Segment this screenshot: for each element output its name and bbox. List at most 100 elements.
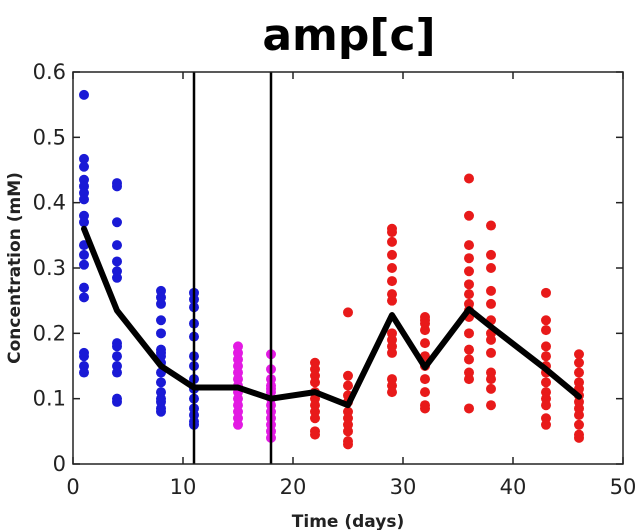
data-point: [387, 295, 397, 306]
mean-line: [81, 225, 582, 409]
data-point: [233, 419, 243, 430]
data-point: [541, 287, 551, 298]
data-point: [156, 328, 166, 339]
data-point: [541, 419, 551, 430]
x-tick-label: 20: [280, 475, 307, 499]
data-point: [343, 439, 353, 450]
data-point: [464, 344, 474, 355]
data-point: [464, 210, 474, 221]
data-point: [112, 341, 122, 352]
y-tick-label: 0: [53, 452, 66, 476]
data-point: [486, 263, 496, 273]
data-point: [541, 315, 551, 326]
x-tick-label: 30: [390, 475, 417, 499]
data-point: [486, 400, 496, 411]
y-tick-label: 0.2: [33, 321, 66, 345]
data-point: [387, 387, 397, 398]
y-tick-label: 0.1: [33, 387, 66, 411]
data-point: [464, 403, 474, 414]
data-point: [486, 220, 496, 231]
y-tick-label: 0.5: [33, 125, 66, 149]
plot-area: 0 10 20 30 40 50 0 0.1 0.2 0.3 0.4 0.5 0.6: [33, 60, 637, 499]
data-point: [79, 161, 89, 172]
x-tick-label: 50: [610, 475, 637, 499]
data-point: [420, 387, 430, 398]
x-tick-label: 40: [500, 475, 527, 499]
data-point: [79, 282, 89, 293]
data-point: [464, 354, 474, 365]
data-point: [464, 374, 474, 385]
data-point: [387, 236, 397, 247]
data-point: [464, 289, 474, 300]
data-point: [420, 338, 430, 349]
data-point: [486, 285, 496, 296]
data-point: [486, 347, 496, 358]
data-point: [464, 279, 474, 290]
data-point: [420, 325, 430, 336]
data-point: [574, 419, 584, 430]
data-point: [112, 367, 122, 378]
data-point: [112, 240, 122, 251]
data-point: [464, 266, 474, 277]
data-point: [112, 396, 122, 407]
data-point: [541, 400, 551, 411]
data-point: [79, 89, 89, 100]
data-point: [79, 153, 89, 164]
data-point: [486, 383, 496, 394]
y-tick-label: 0.4: [33, 191, 66, 215]
data-point: [112, 256, 122, 267]
y-tick-label: 0.6: [33, 60, 66, 84]
data-point: [387, 227, 397, 238]
data-point: [464, 240, 474, 251]
data-point: [310, 429, 320, 440]
data-point: [112, 181, 122, 192]
data-point: [387, 347, 397, 358]
data-point: [574, 367, 584, 378]
data-point: [486, 334, 496, 345]
data-point: [79, 367, 89, 378]
x-tick-label: 10: [170, 475, 197, 499]
data-point: [156, 315, 166, 326]
data-point: [574, 410, 584, 420]
data-point: [541, 351, 551, 362]
x-axis-label: Time (days): [292, 512, 404, 530]
data-point: [343, 380, 353, 391]
data-point: [112, 272, 122, 283]
data-point: [541, 341, 551, 352]
data-point: [420, 403, 430, 414]
data-point: [112, 351, 122, 362]
data-point: [387, 249, 397, 260]
data-point: [343, 370, 353, 381]
data-point: [574, 432, 584, 443]
data-point: [79, 249, 89, 260]
data-point: [310, 413, 320, 424]
data-point: [486, 249, 496, 260]
data-point: [387, 263, 397, 273]
data-point: [343, 307, 353, 318]
data-point: [156, 406, 166, 417]
data-point: [343, 426, 353, 437]
data-point: [79, 194, 89, 205]
data-point: [486, 374, 496, 385]
data-point: [464, 253, 474, 264]
data-point: [156, 298, 166, 309]
y-axis-label: Concentration (mM): [5, 172, 25, 364]
data-point: [156, 377, 166, 388]
data-point: [464, 328, 474, 339]
data-point: [420, 374, 430, 385]
data-point: [112, 217, 122, 228]
data-point: [79, 292, 89, 303]
data-point: [541, 377, 551, 388]
data-point: [387, 276, 397, 287]
x-tick-label: 0: [66, 475, 79, 499]
data-point: [310, 377, 320, 388]
data-point: [486, 298, 496, 309]
y-tick-label: 0.3: [33, 256, 66, 280]
data-point: [79, 217, 89, 228]
data-point: [79, 351, 89, 362]
chart-title: amp[c]: [262, 10, 435, 61]
data-point: [574, 349, 584, 360]
data-point: [574, 357, 584, 368]
data-point: [541, 325, 551, 336]
